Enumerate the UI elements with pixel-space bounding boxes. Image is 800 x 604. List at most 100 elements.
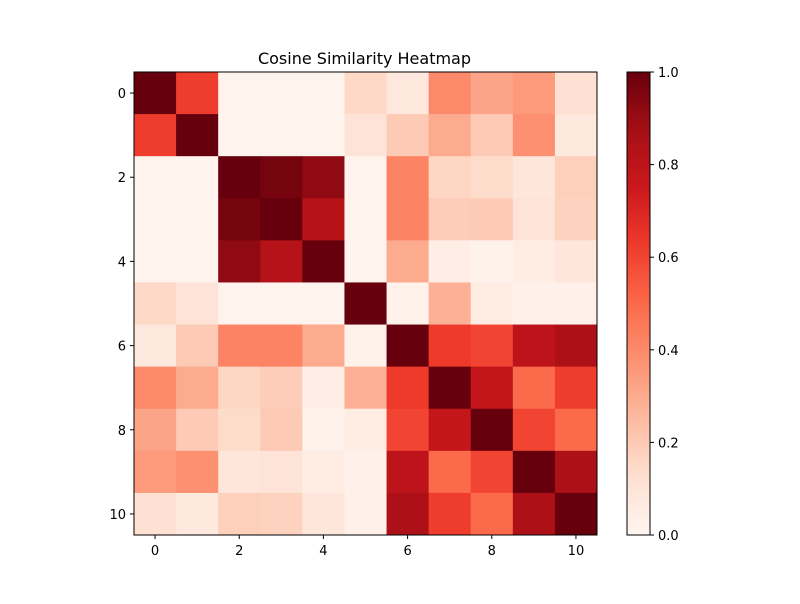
heatmap-cell-r0-c9: [512, 72, 556, 115]
heatmap-cell-r8-c4: [302, 408, 345, 452]
x-tick-label-0: 0: [151, 544, 159, 559]
heatmap-cell-r3-c9: [512, 198, 556, 241]
heatmap-cell-r10-c3: [260, 492, 303, 536]
heatmap-cell-r8-c3: [260, 408, 303, 452]
heatmap-cell-r3-c4: [302, 198, 345, 241]
colorbar-tick-label-5: 1.0: [658, 66, 679, 81]
heatmap-cell-r1-c3: [260, 114, 303, 157]
heatmap-cell-r1-c5: [344, 114, 388, 157]
heatmap-cell-r3-c7: [428, 198, 472, 241]
heatmap-cell-r2-c8: [470, 156, 514, 199]
heatmap-cell-r0-c6: [386, 72, 430, 115]
heatmap-cell-r6-c4: [302, 324, 345, 368]
heatmap-cell-r1-c10: [554, 114, 598, 157]
heatmap-cell-r6-c6: [386, 324, 430, 368]
colorbar-tick-label-3: 0.6: [658, 251, 679, 266]
heatmap-cell-r2-c1: [176, 156, 219, 199]
heatmap-cell-r6-c2: [218, 324, 261, 368]
colorbar-tick-label-0: 0.0: [658, 529, 679, 544]
heatmap-cell-r10-c2: [218, 492, 261, 536]
heatmap-cell-r9-c4: [302, 450, 345, 494]
x-axis: 0 2 4 6 8 10: [151, 535, 584, 559]
heatmap-cell-r10-c10: [554, 492, 598, 536]
heatmap-cell-r0-c3: [260, 72, 303, 115]
heatmap-cell-r8-c5: [344, 408, 388, 452]
y-axis: 0 2 4 6 8 10: [109, 87, 134, 523]
heatmap-cell-r10-c4: [302, 492, 345, 536]
y-tick-label-2: 2: [118, 171, 126, 186]
heatmap-cell-r1-c2: [218, 114, 261, 157]
heatmap-cell-r6-c7: [428, 324, 472, 368]
heatmap-cell-r4-c5: [344, 240, 388, 283]
heatmap-cell-r6-c3: [260, 324, 303, 368]
heatmap-cell-r6-c0: [134, 324, 177, 368]
heatmap-cell-r10-c6: [386, 492, 430, 536]
heatmap-cell-r0-c0: [134, 72, 177, 115]
heatmap-cell-r5-c1: [176, 282, 219, 326]
heatmap-cell-r4-c4: [302, 240, 345, 283]
heatmap-cell-r2-c0: [134, 156, 177, 199]
x-tick-label-8: 8: [488, 544, 496, 559]
chart-title: Cosine Similarity Heatmap: [258, 49, 471, 68]
heatmap-cell-r7-c6: [386, 366, 430, 410]
colorbar-tick-label-2: 0.4: [658, 344, 679, 359]
heatmap-cell-r7-c0: [134, 366, 177, 410]
heatmap-cell-r8-c7: [428, 408, 472, 452]
heatmap-cell-r10-c9: [512, 492, 556, 536]
heatmap-cell-r5-c4: [302, 282, 345, 326]
heatmap-cell-r9-c10: [554, 450, 598, 494]
heatmap-cell-r2-c9: [512, 156, 556, 199]
heatmap-cell-r6-c9: [512, 324, 556, 368]
heatmap-cell-r7-c7: [428, 366, 472, 410]
heatmap-cell-r2-c2: [218, 156, 261, 199]
colorbar-tick-label-1: 0.2: [658, 436, 679, 451]
colorbar-frame: [626, 71, 651, 536]
heatmap-cell-r7-c4: [302, 366, 345, 410]
x-tick-label-6: 6: [403, 544, 411, 559]
heatmap-cell-r3-c8: [470, 198, 514, 241]
x-tick-label-10: 10: [568, 544, 585, 559]
colorbar-tick-label-4: 0.8: [658, 159, 679, 174]
heatmap-cell-r6-c8: [470, 324, 514, 368]
heatmap-cell-r8-c0: [134, 408, 177, 452]
colorbar: 0.0 0.2 0.4 0.6 0.8 1.0: [626, 66, 679, 544]
x-tick-label-2: 2: [235, 544, 243, 559]
heatmap-cell-r4-c9: [512, 240, 556, 283]
heatmap-cell-r3-c2: [218, 198, 261, 241]
heatmap-cell-r4-c10: [554, 240, 598, 283]
heatmap-cell-r0-c10: [554, 72, 598, 115]
heatmap-cell-r4-c2: [218, 240, 261, 283]
heatmap-cell-r7-c3: [260, 366, 303, 410]
heatmap-cell-r3-c10: [554, 198, 598, 241]
heatmap-cell-r5-c7: [428, 282, 472, 326]
heatmap-cell-r1-c1: [176, 114, 219, 157]
heatmap-cell-r10-c7: [428, 492, 472, 536]
heatmap-cell-r9-c9: [512, 450, 556, 494]
y-tick-label-10: 10: [109, 508, 126, 523]
heatmap-cell-r2-c6: [386, 156, 430, 199]
heatmap-cell-r8-c6: [386, 408, 430, 452]
heatmap-cell-r9-c3: [260, 450, 303, 494]
heatmap-cell-r4-c6: [386, 240, 430, 283]
heatmap-cell-r1-c0: [134, 114, 177, 157]
heatmap-cell-r8-c2: [218, 408, 261, 452]
heatmap-cell-r7-c8: [470, 366, 514, 410]
heatmap-cell-r4-c8: [470, 240, 514, 283]
heatmap-cell-r2-c10: [554, 156, 598, 199]
heatmap-cell-r9-c2: [218, 450, 261, 494]
y-tick-label-8: 8: [118, 424, 126, 439]
heatmap-cell-r3-c6: [386, 198, 430, 241]
heatmap-cell-r2-c7: [428, 156, 472, 199]
heatmap-cell-r5-c6: [386, 282, 430, 326]
heatmap-cell-r2-c5: [344, 156, 388, 199]
heatmap-cell-r2-c3: [260, 156, 303, 199]
heatmap-cell-r7-c1: [176, 366, 219, 410]
heatmap-cell-r5-c5: [344, 282, 388, 326]
heatmap-cell-r5-c2: [218, 282, 261, 326]
y-tick-label-6: 6: [118, 340, 126, 355]
heatmap-cell-r3-c5: [344, 198, 388, 241]
heatmap-cell-r5-c9: [512, 282, 556, 326]
heatmap-cell-r3-c3: [260, 198, 303, 241]
